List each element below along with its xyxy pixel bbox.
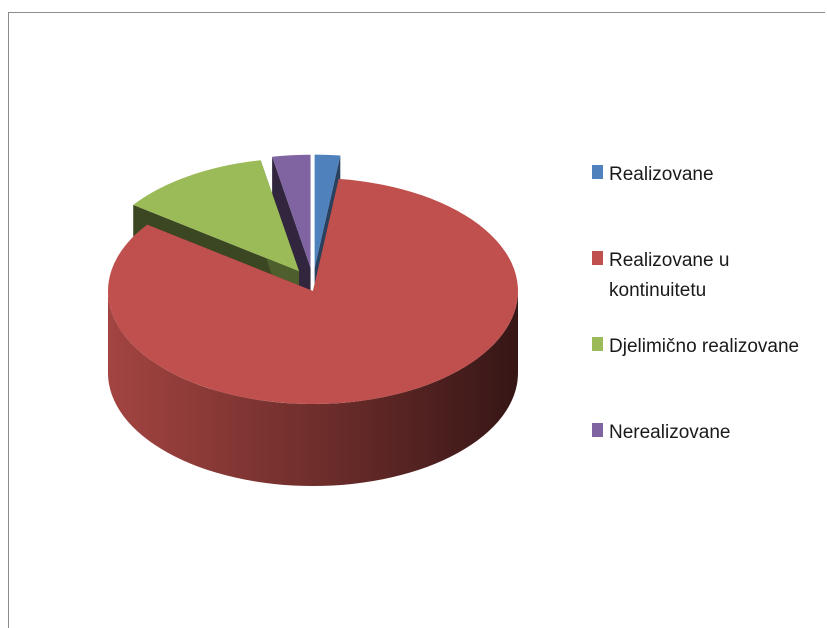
legend-item-3: Djelimično realizovane <box>592 336 799 357</box>
legend-label: Djelimično realizovane <box>609 336 799 357</box>
pie-slice-top <box>272 154 311 268</box>
pie-slice-side <box>108 291 518 486</box>
legend-label: kontinuitetu <box>609 280 706 301</box>
pie-slice-top <box>108 178 519 404</box>
pie-area <box>108 154 519 486</box>
legend-item-2: Realizovane u kontinuitetu <box>592 250 729 301</box>
legend-swatch <box>592 251 603 265</box>
pie-slice-2 <box>108 178 519 486</box>
legend-label: Realizovane <box>609 164 714 185</box>
legend-swatch <box>592 337 603 351</box>
legend-label: Realizovane u <box>609 250 729 271</box>
legend: Realizovane Realizovane u kontinuitetu Djel… <box>592 164 799 443</box>
pie-slice-top <box>314 154 341 268</box>
pie-slice-top <box>133 160 300 272</box>
legend-item-4: Nerealizovane <box>592 422 730 443</box>
legend-swatch <box>592 165 603 179</box>
legend-swatch <box>592 423 603 437</box>
legend-label: Nerealizovane <box>609 422 730 443</box>
legend-item-1: Realizovane <box>592 164 714 185</box>
